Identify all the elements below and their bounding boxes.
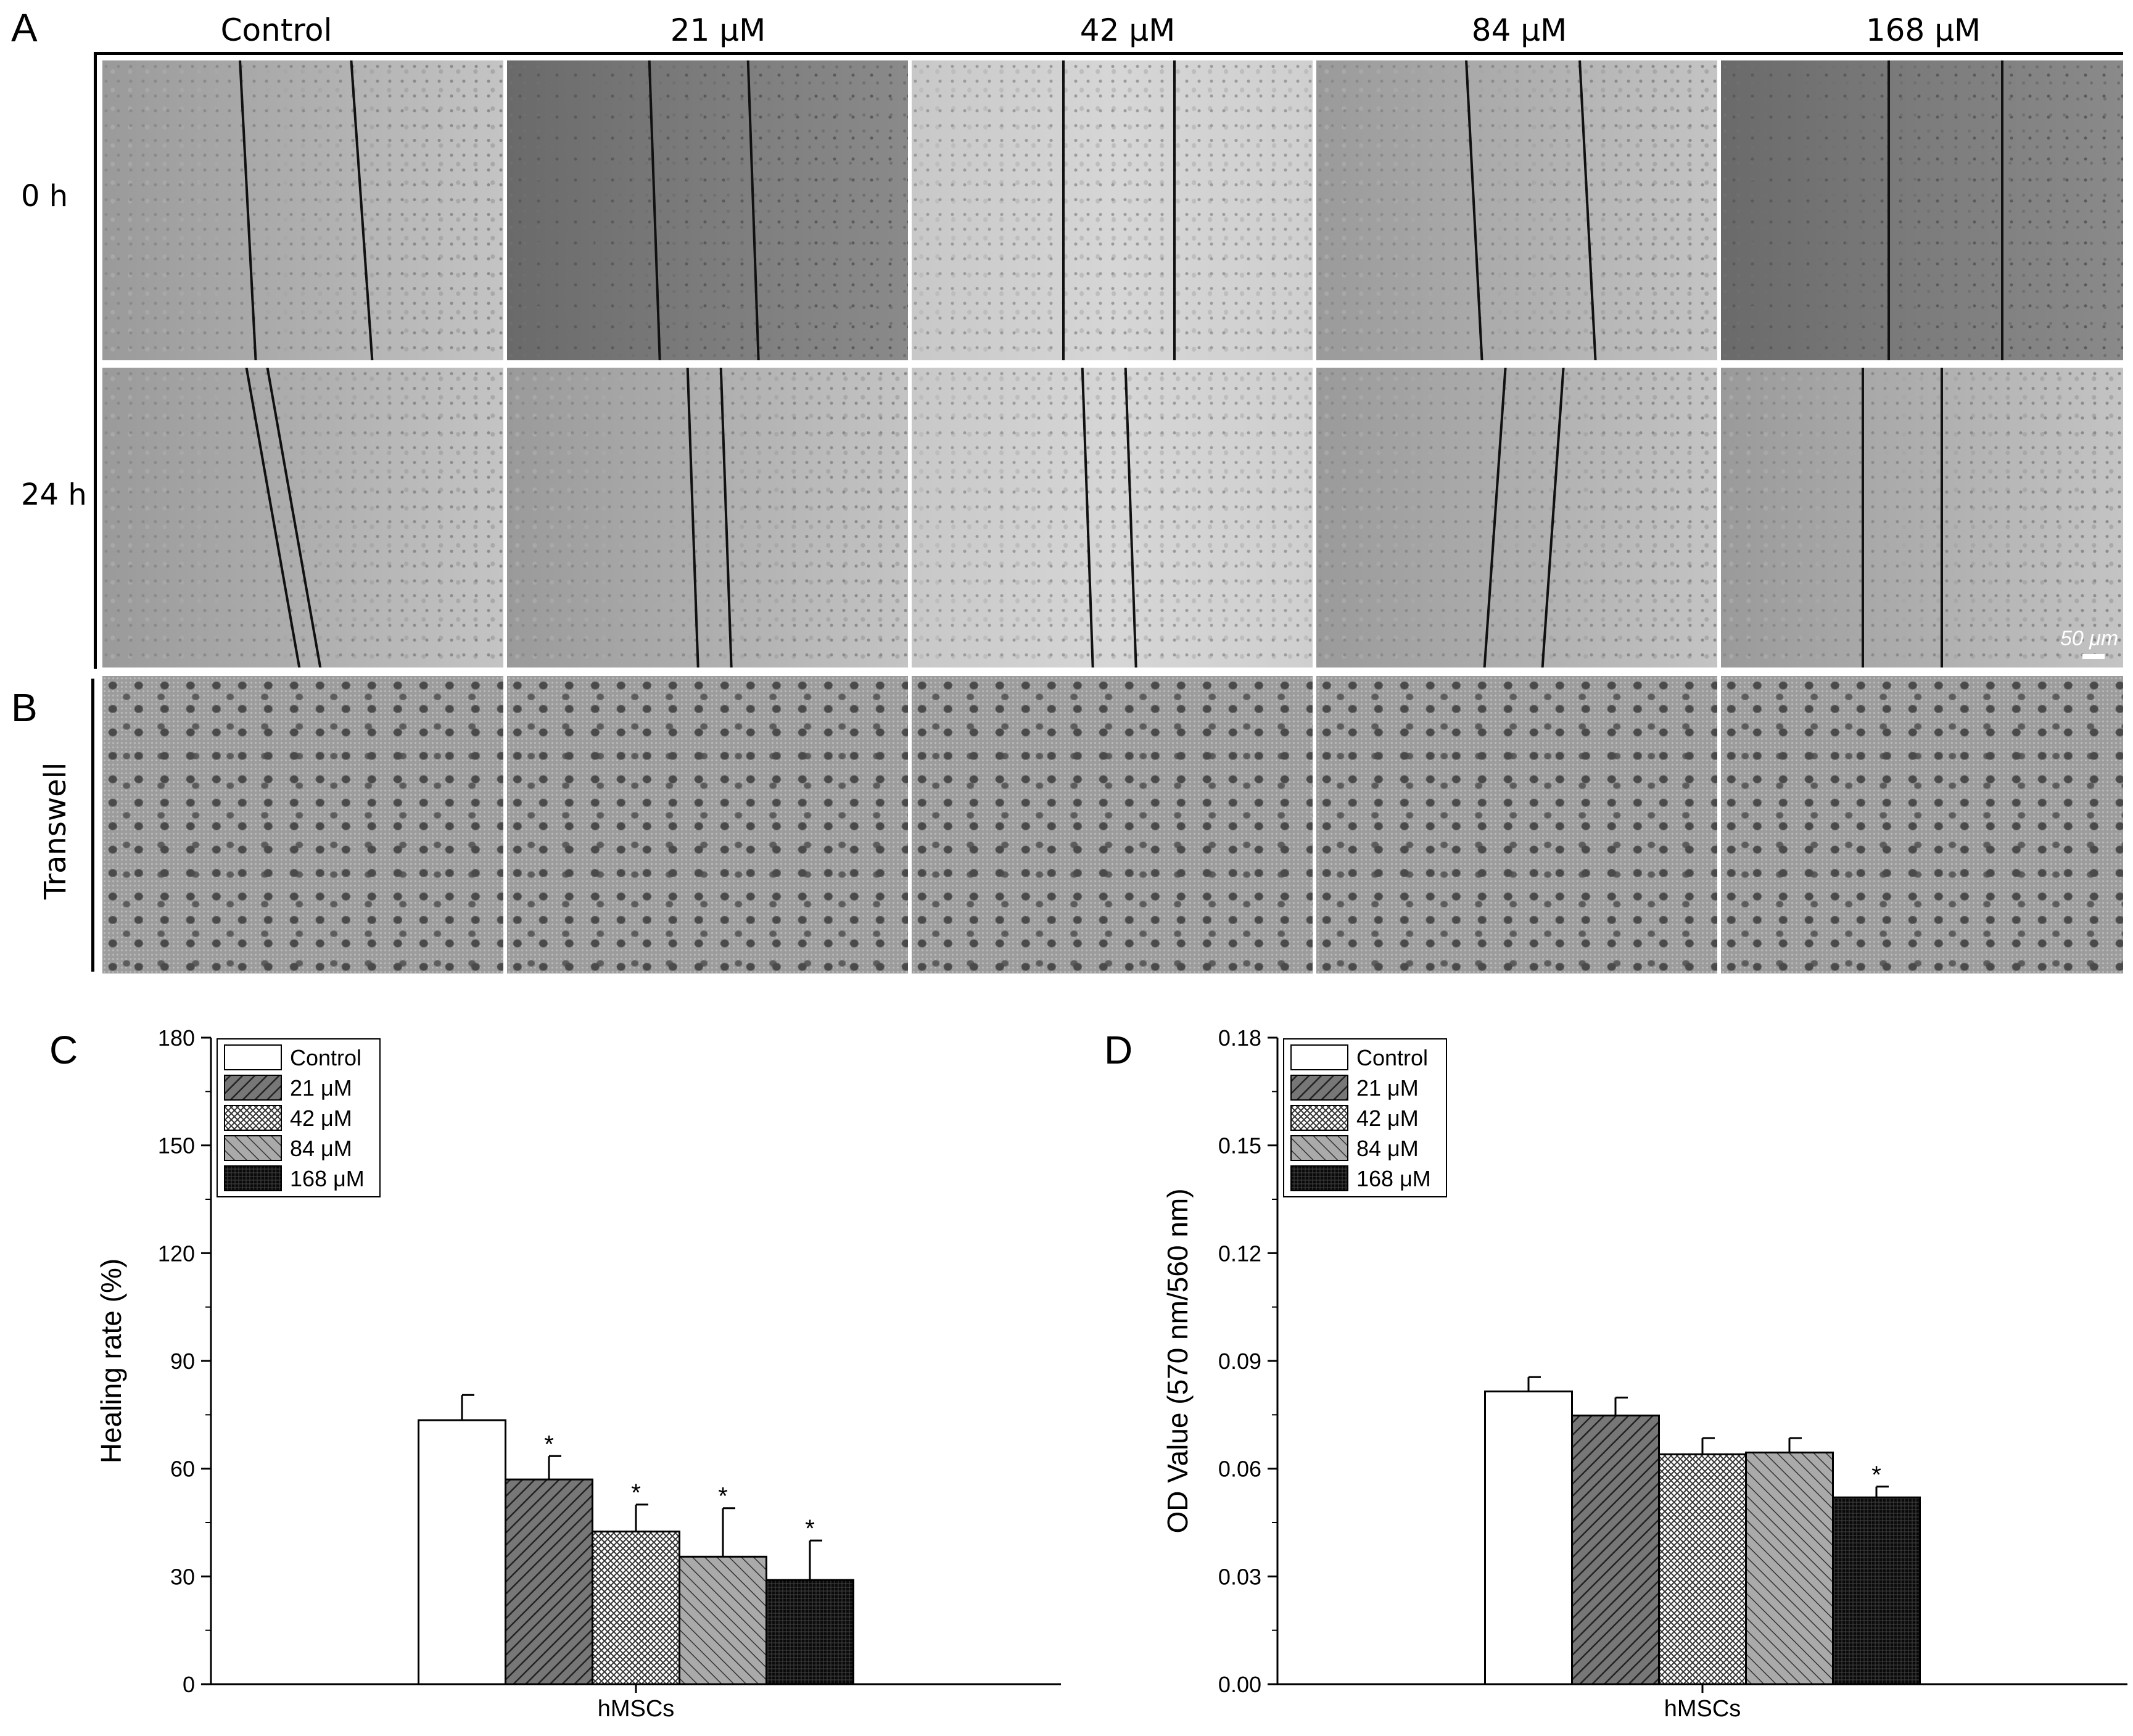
micrograph-0h-168 <box>1721 60 2123 360</box>
chart-d-legend: Control 21 μM 42 μM 84 μM 168 μM <box>1283 1038 1447 1197</box>
micrograph-0h-21 <box>507 60 908 360</box>
chart-c-bar-2 <box>592 1531 680 1685</box>
transwell-168 <box>1721 676 2123 973</box>
column-heading-168: 168 μM <box>1865 12 1981 48</box>
micrograph-24h-21 <box>507 368 908 668</box>
column-heading-control: Control <box>220 12 332 48</box>
chart-d-legend-swatch-1 <box>1290 1075 1348 1101</box>
chart-c-y-tick-label: 60 <box>170 1457 195 1482</box>
chart-c-y-tick-label: 120 <box>158 1241 195 1266</box>
chart-c-legend-label-4: 168 μM <box>290 1166 365 1191</box>
chart-d-y-tick-label: 0.00 <box>1218 1672 1261 1697</box>
micrograph-24h-control <box>102 368 503 668</box>
chart-d-legend-swatch-2 <box>1290 1105 1348 1131</box>
chart-d-od-value: 0.00 0.03 0.06 0.09 0.12 0.15 0.18 hMSCs OD Valu… <box>1161 1025 2127 1722</box>
chart-c-significance-mark-2: * <box>631 1479 641 1507</box>
chart-d-y-tick-label: 0.06 <box>1218 1457 1261 1482</box>
chart-c-bar-3 <box>679 1555 767 1685</box>
chart-c-axes: 0 30 60 90 120 150 180 hMSCs Healing rate (%) <box>95 1025 1061 1722</box>
transwell-84 <box>1316 676 1717 973</box>
scale-bar <box>2082 654 2105 659</box>
chart-d-y-tick-label: 0.09 <box>1218 1349 1261 1374</box>
chart-d-legend-swatch-3 <box>1290 1135 1348 1161</box>
chart-c-bar-1 <box>505 1478 593 1685</box>
panel-letter-c: C <box>49 1028 78 1072</box>
panel-letter-a: A <box>11 6 38 50</box>
chart-c-legend-swatch-2 <box>224 1105 282 1131</box>
chart-c-y-axis-label: Healing rate (%) <box>95 1259 127 1463</box>
chart-d-bar-2 <box>1658 1453 1747 1685</box>
chart-d-bar-3 <box>1745 1451 1834 1685</box>
chart-d-y-tick-label: 0.03 <box>1218 1564 1261 1589</box>
chart-d-legend-label-4: 168 μM <box>1356 1166 1431 1191</box>
micrograph-24h-84 <box>1316 368 1717 668</box>
scale-bar-label: 50 μm <box>2060 627 2119 650</box>
column-heading-42: 42 μM <box>1079 12 1176 48</box>
chart-d-bar-0 <box>1484 1390 1573 1685</box>
column-heading-84: 84 μM <box>1471 12 1567 48</box>
column-heading-21: 21 μM <box>670 12 766 48</box>
chart-c-bar-4 <box>765 1579 854 1685</box>
transwell-21 <box>507 676 908 973</box>
chart-c-legend-swatch-1 <box>224 1075 282 1101</box>
chart-d-legend-label-3: 84 μM <box>1356 1136 1419 1161</box>
chart-c-legend-label-2: 42 μM <box>290 1106 352 1131</box>
panel-b-left-rule <box>91 679 94 972</box>
chart-d-axes: 0.00 0.03 0.06 0.09 0.12 0.15 0.18 hMSCs OD Valu… <box>1161 1025 2127 1722</box>
chart-c-legend-swatch-0 <box>224 1044 282 1070</box>
chart-d-legend-label-1: 21 μM <box>1356 1075 1419 1101</box>
chart-d-x-category-label: hMSCs <box>1664 1696 1741 1722</box>
chart-d-y-tick-label: 0.18 <box>1218 1025 1261 1051</box>
chart-d-bar-4 <box>1832 1496 1921 1685</box>
chart-c-legend-label-1: 21 μM <box>290 1075 352 1101</box>
transwell-control <box>102 676 503 973</box>
chart-c-bar-0 <box>418 1419 506 1685</box>
micrograph-24h-42 <box>912 368 1313 668</box>
transwell-42 <box>912 676 1313 973</box>
row-heading-0h: 0 h <box>21 179 68 213</box>
micrograph-0h-84 <box>1316 60 1717 360</box>
chart-c-legend: Control 21 μM 42 μM 84 μM 168 μM <box>217 1038 381 1197</box>
chart-d-bars: * <box>1484 1376 1921 1685</box>
chart-c-significance-mark-4: * <box>805 1515 815 1542</box>
chart-d-legend-label-2: 42 μM <box>1356 1106 1419 1131</box>
panel-a-top-rule <box>94 52 2123 55</box>
chart-c-significance-mark-1: * <box>544 1431 554 1458</box>
chart-c-y-tick-label: 30 <box>170 1564 195 1589</box>
chart-d-legend-label-0: Control <box>1356 1045 1428 1070</box>
panel-a-left-rule <box>94 52 97 669</box>
chart-c-y-tick-label: 0 <box>183 1672 195 1697</box>
chart-c-legend-swatch-3 <box>224 1135 282 1161</box>
chart-c-legend-label-3: 84 μM <box>290 1136 352 1161</box>
chart-c-x-category-label: hMSCs <box>598 1696 675 1722</box>
chart-d-significance-mark-4: * <box>1871 1461 1881 1489</box>
chart-c-legend-swatch-4 <box>224 1165 282 1191</box>
chart-c-y-tick-label: 180 <box>158 1025 195 1051</box>
row-heading-24h: 24 h <box>21 477 87 512</box>
chart-c-y-tick-label: 150 <box>158 1133 195 1159</box>
micrograph-24h-168: 50 μm <box>1721 368 2123 668</box>
row-heading-transwell: Transwell <box>38 762 73 899</box>
chart-c-significance-mark-3: * <box>718 1483 728 1510</box>
chart-d-y-axis-label: OD Value (570 nm/560 nm) <box>1161 1188 1194 1533</box>
panel-letter-d: D <box>1104 1028 1133 1072</box>
chart-d-bar-1 <box>1571 1414 1660 1685</box>
chart-d-y-tick-label: 0.15 <box>1218 1133 1261 1159</box>
chart-c-bars: * * * * <box>418 1394 854 1685</box>
chart-d-y-tick-label: 0.12 <box>1218 1241 1261 1266</box>
panel-letter-b: B <box>11 685 38 730</box>
chart-d-legend-swatch-4 <box>1290 1165 1348 1191</box>
chart-c-legend-label-0: Control <box>290 1045 361 1070</box>
micrograph-0h-42 <box>912 60 1313 360</box>
micrograph-0h-control <box>102 60 503 360</box>
chart-c-y-tick-label: 90 <box>170 1349 195 1374</box>
chart-d-legend-swatch-0 <box>1290 1044 1348 1070</box>
